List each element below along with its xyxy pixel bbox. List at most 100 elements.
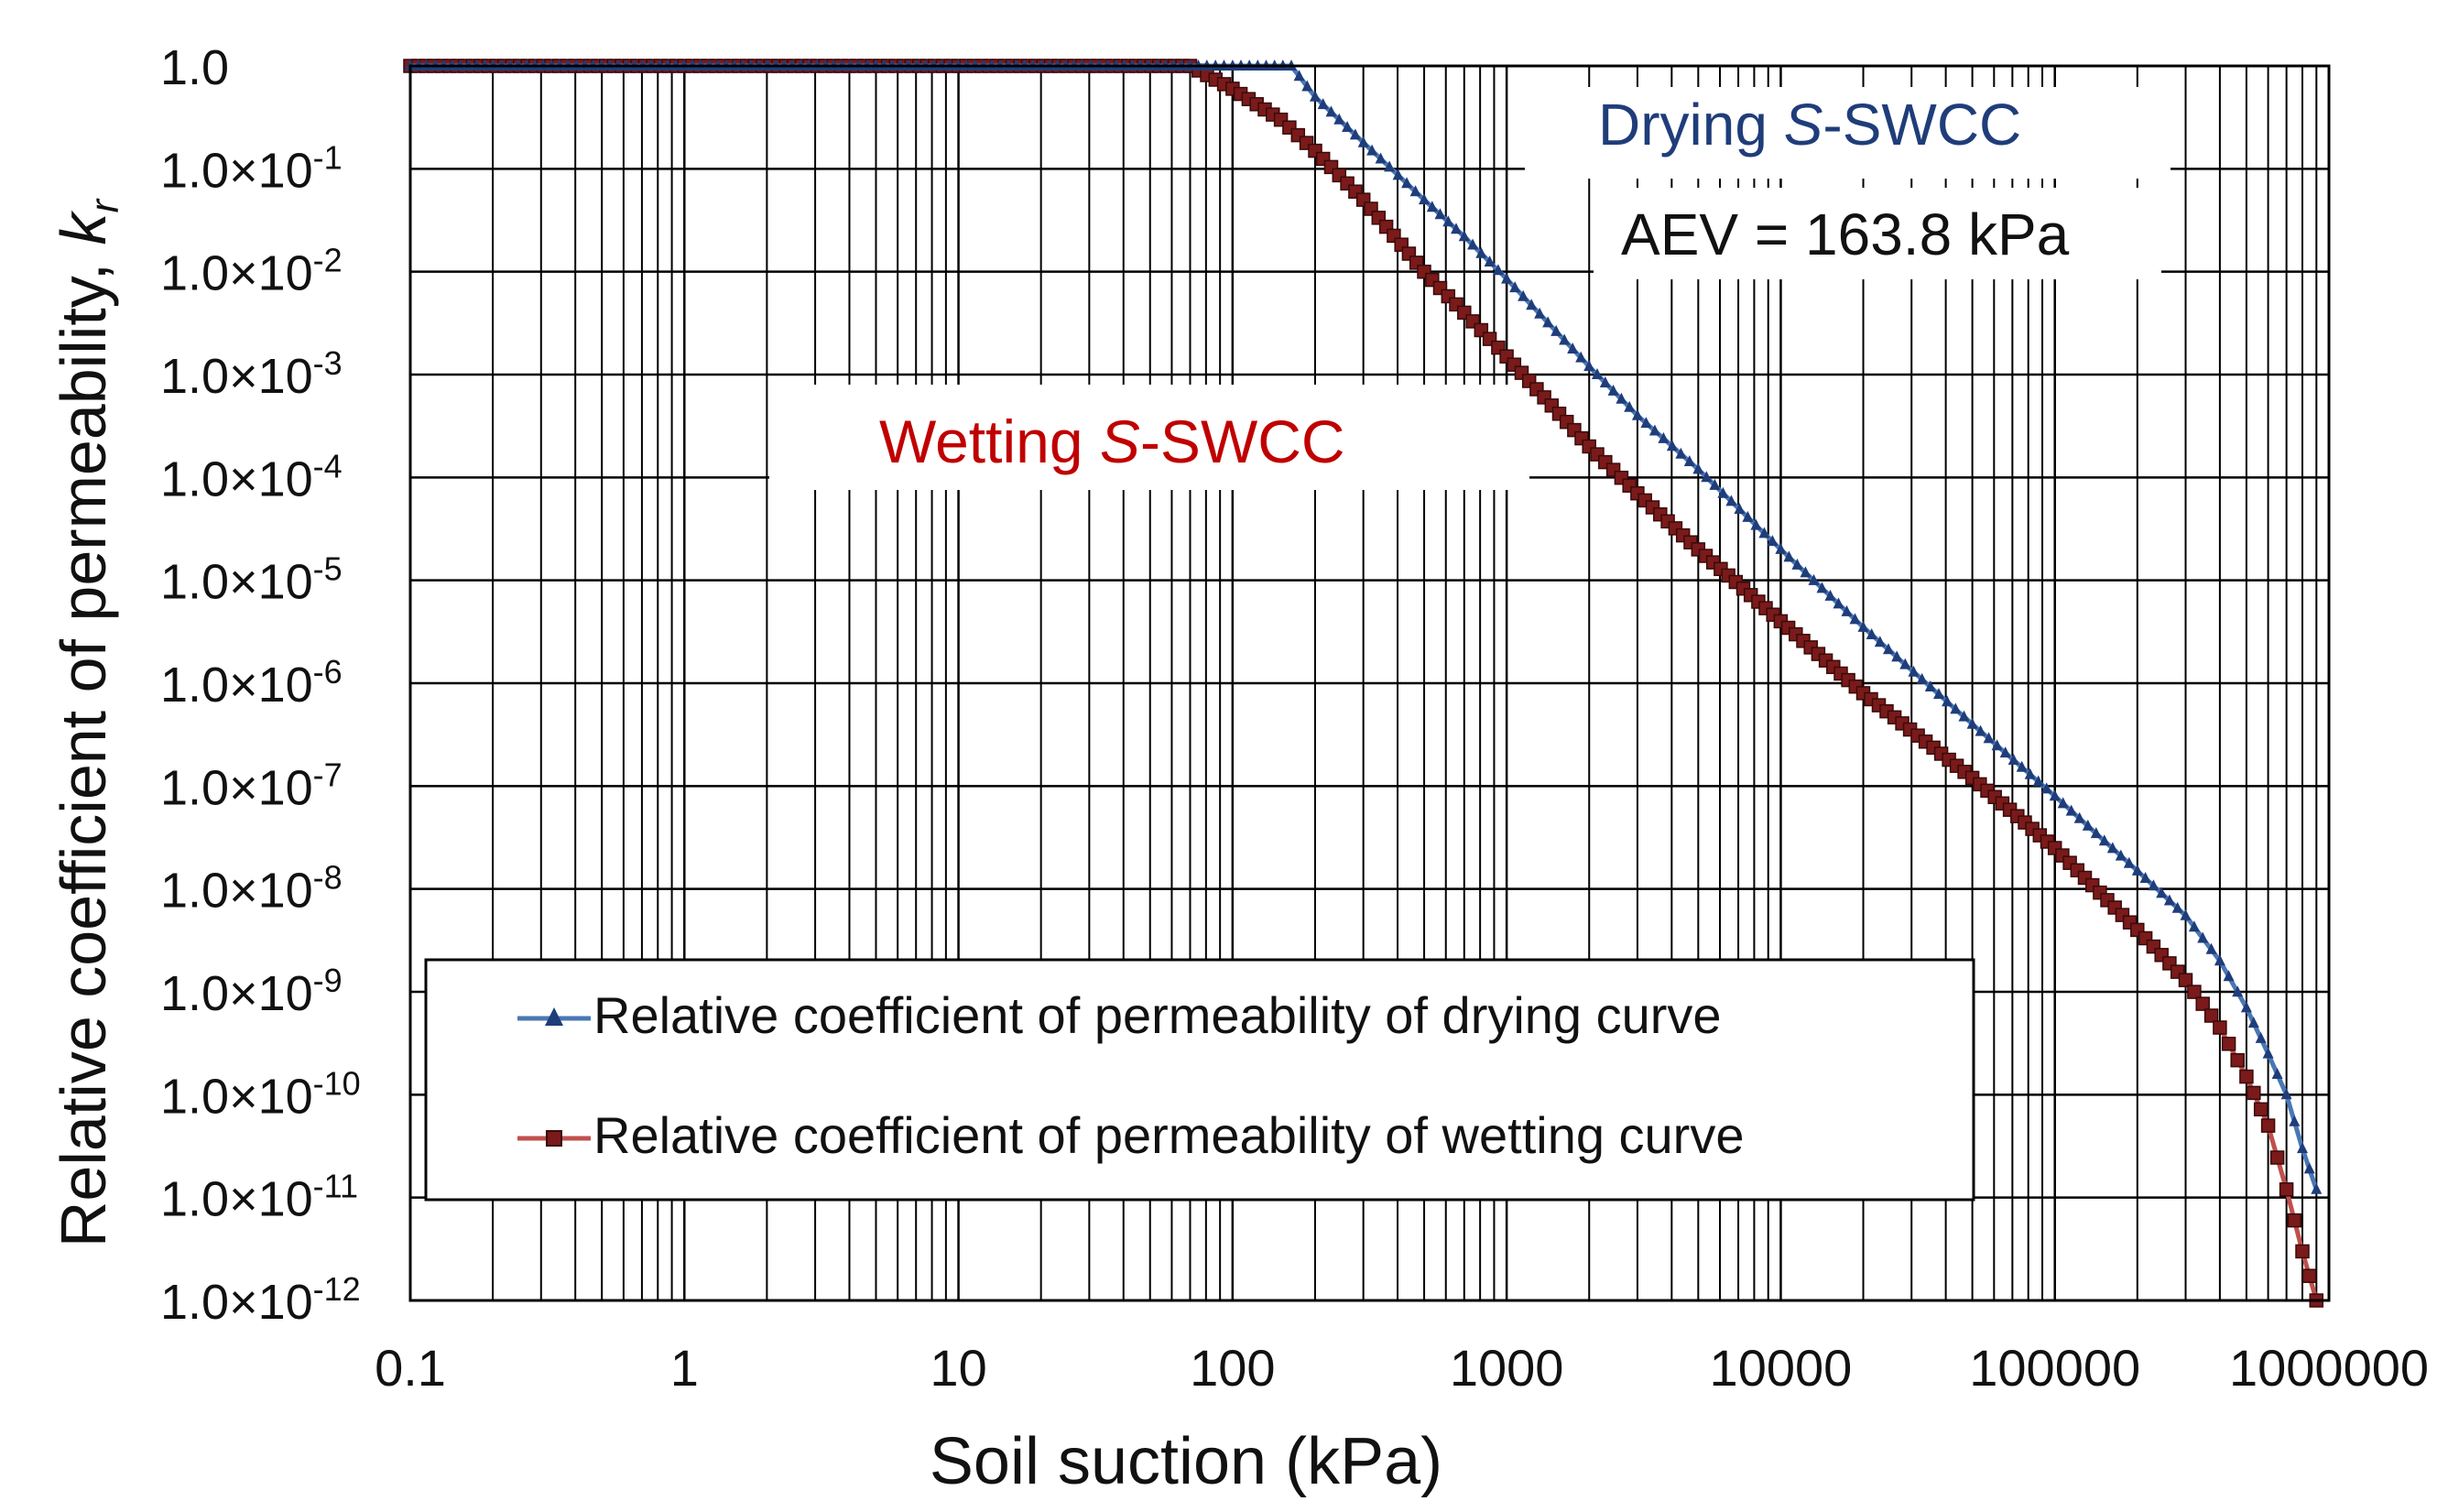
drying-point-marker: [2289, 1115, 2301, 1126]
drying-point-marker: [1509, 281, 1521, 293]
y-tick-mantissa: 1.0×10: [160, 966, 313, 1021]
x-tick-label: 10: [930, 1339, 986, 1397]
drying-point-marker: [2123, 856, 2135, 868]
drying-point-marker: [1849, 613, 1861, 625]
drying-point-marker: [1419, 193, 1430, 205]
y-tick-exponent: -4: [313, 447, 343, 484]
y-tick-exponent: -1: [313, 138, 343, 176]
wetting-point-marker: [2279, 1182, 2294, 1197]
drying-point-marker: [1384, 160, 1396, 172]
y-tick-exponent: -12: [313, 1270, 361, 1308]
drying-point-marker: [2240, 1001, 2252, 1013]
drying-point-marker: [1616, 392, 1627, 404]
drying-point-marker: [1675, 447, 1687, 459]
wetting-point-marker: [2239, 1069, 2254, 1084]
drying-point-marker: [2214, 954, 2225, 966]
drying-point-marker: [1833, 597, 1844, 609]
x-tick-label: 100: [1190, 1339, 1275, 1397]
drying-point-marker: [1899, 658, 1911, 669]
y-tick-exponent: -6: [313, 653, 343, 691]
y-tick-label: 1.0×10-7: [160, 756, 343, 815]
drying-point-marker: [1983, 732, 1995, 744]
drying-point-marker: [1583, 360, 1595, 372]
wetting-point-marker: [2260, 1118, 2276, 1133]
drying-point-marker: [1891, 650, 1903, 662]
y-tick-mantissa: 1.0×10: [160, 1069, 313, 1124]
drying-point-marker: [1734, 503, 1746, 515]
drying-point-marker: [2180, 908, 2192, 920]
y-tick-mantissa: 1.0×10: [160, 760, 313, 815]
drying-point-marker: [2171, 901, 2183, 913]
drying-point-marker: [1841, 604, 1853, 616]
x-tick-label: 1: [670, 1339, 699, 1397]
x-tick-label: 1000000: [2229, 1339, 2429, 1397]
drying-point-marker: [1924, 680, 1936, 691]
drying-point-marker: [1942, 695, 1953, 707]
drying-point-marker: [2156, 887, 2168, 898]
drying-point-marker: [2073, 811, 2085, 823]
drying-point-marker: [1518, 289, 1529, 301]
plot-frame: [408, 64, 2331, 1302]
drying-point-marker: [2090, 827, 2102, 839]
y-tick-label: 1.0×10-4: [160, 447, 343, 506]
y-tick-label: 1.0×10-5: [160, 550, 343, 610]
x-tick-labels: 0.1 1 10 100 1000 10000 100000 1000000: [375, 1339, 2429, 1397]
drying-point-marker: [2311, 1182, 2323, 1194]
drying-point-marker: [1742, 510, 1754, 522]
y-tick-mantissa: 1.0×10: [160, 451, 313, 506]
drying-point-marker: [2197, 931, 2209, 943]
drying-point-marker: [1874, 636, 1886, 647]
drying-point-marker: [1658, 431, 1670, 443]
drying-point-marker: [1800, 566, 1812, 578]
wetting-label-background: [769, 385, 1529, 490]
drying-point-marker: [1409, 185, 1421, 197]
wetting-point-marker: [2178, 973, 2193, 987]
legend-wetting-entry: Relative coefficient of permeability of …: [593, 1106, 1744, 1164]
wetting-point-marker: [2247, 1085, 2261, 1101]
y-tick-label: 1.0×10-1: [160, 138, 343, 198]
drying-point-marker: [1857, 620, 1869, 632]
drying-point-marker: [1451, 223, 1462, 234]
drying-point-marker: [1567, 343, 1579, 354]
drying-point-marker: [1475, 246, 1487, 258]
drying-point-marker: [1333, 113, 1345, 125]
y-tick-label: 1.0×10-11: [160, 1168, 358, 1227]
y-tick-mantissa: 1.0×10: [160, 143, 313, 198]
wetting-point-marker: [2187, 984, 2202, 999]
drying-point-marker: [1542, 316, 1554, 328]
drying-point-marker: [1692, 462, 1704, 474]
x-tick-label: 0.1: [375, 1339, 446, 1397]
drying-point-marker: [2032, 775, 2044, 787]
drying-point-marker: [1501, 272, 1513, 284]
y-tick-mantissa: 1.0×10: [160, 349, 313, 404]
drying-point-marker: [1916, 672, 1928, 684]
legend-wetting-marker: [546, 1130, 562, 1147]
drying-point-marker: [1392, 169, 1404, 180]
drying-point-marker: [1526, 299, 1538, 310]
x-tick-label: 100000: [1969, 1339, 2140, 1397]
drying-point-marker: [1317, 98, 1329, 110]
drying-point-marker: [1599, 376, 1611, 387]
y-tick-exponent: -5: [313, 550, 343, 588]
drying-point-marker: [1559, 333, 1571, 345]
wetting-label-part-3: -SWCC: [1140, 408, 1345, 475]
drying-point-marker: [2007, 754, 2019, 765]
y-axis-title-subscript: r: [82, 198, 127, 213]
drying-point-marker: [2280, 1088, 2292, 1100]
y-tick-label: 1.0×10-2: [160, 242, 343, 301]
y-tick-mantissa: 1.0: [160, 40, 229, 95]
wetting-point-marker: [2230, 1052, 2245, 1068]
legend-drying-entry: Relative coefficient of permeability of …: [593, 986, 1722, 1044]
drying-point-marker: [1750, 518, 1762, 530]
drying-point-marker: [1640, 417, 1652, 429]
y-tick-label: 1.0×10-9: [160, 962, 343, 1021]
drying-point-marker: [1458, 230, 1470, 242]
drying-point-marker: [1366, 144, 1378, 156]
drying-point-marker: [1442, 215, 1454, 227]
drying-point-marker: [1342, 121, 1354, 132]
wetting-label-part-2: S: [1100, 408, 1140, 475]
y-tick-exponent: -2: [313, 242, 343, 279]
wetting-point-marker: [2287, 1213, 2302, 1228]
drying-point-marker: [1775, 542, 1787, 554]
